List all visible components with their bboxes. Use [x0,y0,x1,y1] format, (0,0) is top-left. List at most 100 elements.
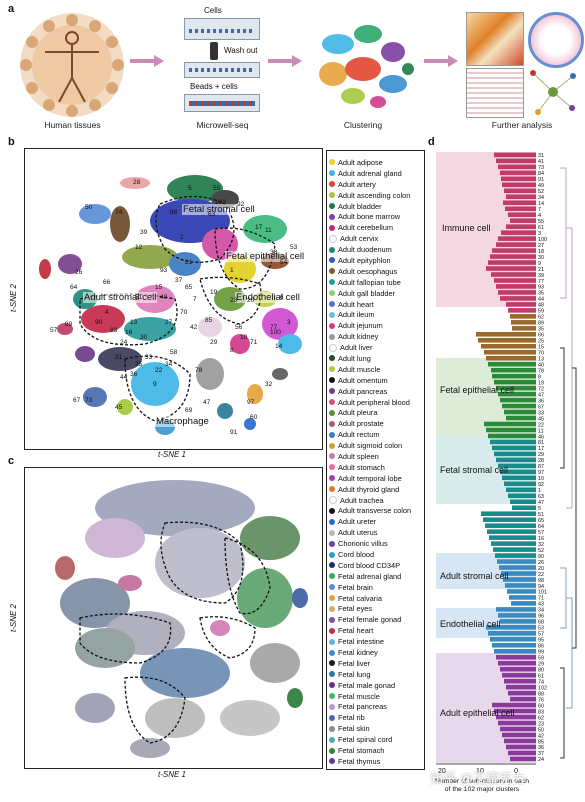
subcluster-bar [494,278,536,283]
subcluster-bar [496,385,536,391]
cluster-number-label: 47 [203,399,211,406]
cluster-id-label: 86 [538,644,544,650]
cluster-id-label: 62 [538,315,544,321]
panel-d-x-ticks: 20 10 0 [438,768,518,775]
cluster-id-label: 29 [538,662,544,668]
cluster-number-label: 14 [275,343,283,350]
legend-swatch [329,573,335,580]
cluster-id-label: 95 [538,638,544,644]
cluster-id-label: 49 [538,183,544,189]
legend-label: Fetal skin [338,724,370,734]
panel-b-x-axis-label: t-SNE 1 [158,450,187,459]
subcluster-bar [512,326,536,331]
legend-swatch [329,529,335,536]
legend-swatch [329,682,335,689]
legend-swatch [329,671,335,678]
legend-item: Adult trachea [327,495,424,506]
cluster-id-label: 1 [538,488,541,494]
legend-swatch [329,769,335,770]
cluster-number-label: 50 [85,204,93,211]
cluster-number-label: 23 [230,297,238,304]
legend-item: Adult artery [327,179,424,190]
legend-label: Adult epityphlon [338,255,391,265]
legend-swatch [329,311,335,318]
legend-item: Adult peripheral blood [327,397,424,408]
legend-item: Fetal liver [327,658,424,669]
subcluster-bar [503,200,536,206]
cluster-id-label: 20 [538,566,544,572]
cluster-number-label: 58 [170,349,178,356]
cluster-number-label: 51 [135,294,143,301]
cluster-number-label: 8 [230,347,234,354]
legend-swatch [329,301,335,308]
cluster-id-label: 30 [538,255,544,261]
cluster-number-label: 9 [153,381,157,388]
network-thumbnail [528,68,578,116]
cluster-id-label: 78 [538,368,544,374]
cluster-id-label: 11 [538,428,544,434]
subcluster-bar [490,439,536,445]
legend-swatch [329,355,335,362]
annotation-adult-stromal-cell: Adult stromal cell [83,292,158,303]
subcluster-bar [490,637,536,642]
subcluster-bar [510,499,536,505]
cluster-id-label: 43 [538,602,544,608]
legend-label: Adult peripheral blood [338,397,410,407]
cluster-number-label: 53 [290,244,298,251]
subcluster-bars: 3141738491495234147455613100271830921397… [436,152,547,765]
subcluster-bar [510,218,536,223]
cluster-id-label: 60 [538,703,544,709]
cluster-number-label: 66 [103,279,111,286]
legend-label: Fetal adrenal gland [338,571,402,581]
legend-label: Adult pleura [338,408,378,418]
caption-human-tissues: Human tissues [44,120,101,130]
wash-out-label: Wash out [224,46,258,55]
legend-swatch [329,420,335,427]
subcluster-bar [493,547,536,552]
cluster-id-label: 91 [538,177,544,183]
legend-label: Adult sigmoid colon [338,441,403,451]
table-thumbnail [466,68,524,118]
legend-label: Adult gall bladder [338,288,396,298]
chord-thumbnail [528,12,584,68]
microwell-chip-1 [184,18,260,40]
legend-item: Fetal spinal cord [327,734,424,745]
subcluster-bar [498,720,536,726]
microwell-chip-3 [184,94,260,112]
cluster-id-label: 31 [538,153,544,159]
subcluster-bar [505,583,536,588]
legend-swatch [329,714,335,721]
legend-swatch [329,562,335,569]
subcluster-bar [500,666,536,672]
subcluster-bar [508,750,536,756]
cluster-id-label: 42 [538,733,544,739]
cluster-number-label: 28 [133,179,141,186]
legend-swatch [329,475,335,482]
subcluster-bar [498,660,536,666]
legend-swatch [329,290,335,297]
cluster-id-label: 92 [538,482,544,488]
cluster-id-label: 23 [538,721,544,727]
subcluster-bar [506,684,536,690]
subcluster-bar [494,648,536,654]
legend-label: Adult pancreas [338,386,388,396]
cluster-id-label: 26 [538,560,544,566]
cluster-number-label: 56 [235,324,243,331]
legend-swatch [329,388,335,395]
cluster-id-label: 63 [538,494,544,500]
annotation-fetal-epithelial-cell: Fetal epithelial cell [225,251,306,262]
cluster-number-label: 74 [115,209,123,216]
subcluster-bar [501,571,536,576]
panel-b-label: b [8,136,15,148]
legend-label: Adult muscle [338,364,381,374]
cluster-number-label: 16 [125,329,133,336]
subcluster-bar [504,409,536,415]
legend-label: Adult ascending colon [338,190,411,200]
subcluster-bar [494,379,536,385]
legend-label: Adult stomach [338,462,385,472]
legend-label: Fetal brain [338,582,373,592]
cluster-number-label: 29 [210,339,218,346]
subcluster-bar [496,158,536,164]
legend-item: Fetal muscle [327,691,424,702]
group-label-adult-stromal: Adult stromal cell [440,571,509,581]
